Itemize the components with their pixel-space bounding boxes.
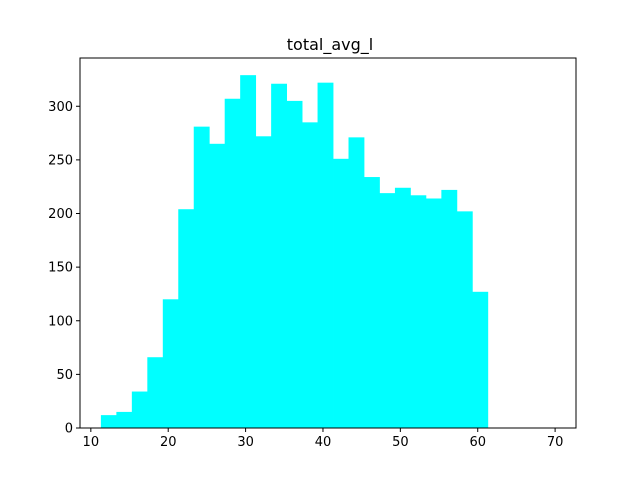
y-tick-label: 300: [48, 100, 73, 115]
x-axis: 10 20 30 40 50 60 70: [83, 428, 564, 450]
histogram-bar: [116, 411, 133, 428]
histogram-bar: [425, 198, 442, 428]
histogram-bar: [472, 291, 489, 428]
histogram-bar: [224, 98, 241, 428]
histogram-bar: [333, 158, 349, 428]
histogram-bar: [317, 82, 334, 429]
y-tick-label: 0: [65, 422, 73, 437]
histogram-bar: [348, 137, 365, 429]
histogram-bar: [271, 83, 288, 429]
histogram-bar: [162, 299, 179, 428]
plot-frame: [79, 57, 577, 429]
y-tick-label: 150: [48, 261, 73, 276]
histogram-bar: [456, 211, 473, 428]
x-tick-label: 20: [160, 435, 177, 450]
histogram-bar: [147, 357, 164, 428]
x-tick-label: 10: [83, 435, 100, 450]
histogram-bar: [240, 75, 257, 428]
x-tick-label: 60: [469, 435, 486, 450]
x-tick-label: 50: [392, 435, 409, 450]
histogram-bar: [193, 126, 210, 428]
histogram-bar: [302, 122, 318, 428]
y-tick-label: 200: [48, 207, 73, 222]
y-axis: 0 50 100 150 200 250 300: [48, 100, 80, 437]
histogram-bar: [379, 193, 396, 428]
x-tick-label: 70: [547, 435, 564, 450]
histogram-bar: [394, 187, 411, 428]
chart-title: total_avg_l: [287, 35, 373, 55]
x-tick-label: 40: [315, 435, 332, 450]
y-tick-label: 100: [48, 314, 73, 329]
y-tick-label: 250: [48, 153, 73, 168]
y-tick-label: 50: [56, 368, 73, 383]
histogram-bar: [178, 209, 195, 428]
histogram-bar: [363, 177, 380, 428]
histogram-bar: [286, 100, 303, 429]
histogram-bar: [441, 189, 458, 428]
histogram-bar: [209, 143, 226, 429]
x-tick-label: 30: [237, 435, 254, 450]
histogram-bar: [410, 195, 427, 428]
bars-group: [100, 75, 489, 429]
histogram-bar: [255, 136, 272, 429]
histogram-bar: [100, 415, 117, 428]
histogram-bar: [131, 391, 148, 428]
